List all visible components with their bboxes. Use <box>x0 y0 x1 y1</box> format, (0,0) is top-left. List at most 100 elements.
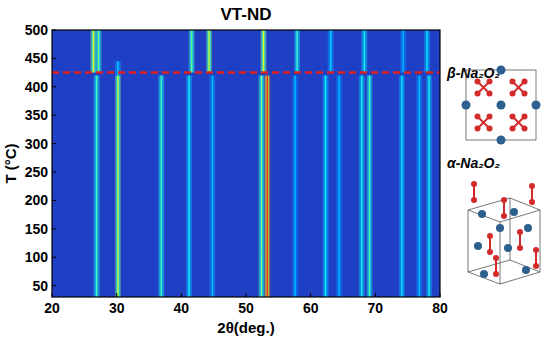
alpha-structure <box>468 181 540 284</box>
oxygen <box>522 114 528 120</box>
y-tick <box>52 86 56 87</box>
oxygen <box>475 79 481 85</box>
oxygen <box>533 263 539 269</box>
y-tick-label: 100 <box>25 249 49 265</box>
peak <box>327 30 334 73</box>
y-tick <box>52 228 56 229</box>
x-axis-title: 2θ(deg.) <box>217 319 274 336</box>
oxygen <box>510 91 516 97</box>
y-tick <box>52 257 56 258</box>
sodium <box>522 266 530 274</box>
sodium <box>497 66 506 75</box>
oxygen <box>529 199 535 205</box>
oxygen <box>487 79 493 85</box>
peak <box>398 75 405 297</box>
cell-edge <box>468 198 540 222</box>
x-tick-label: 80 <box>432 300 448 316</box>
peak <box>264 75 271 297</box>
oxygen <box>522 79 528 85</box>
phase-label: β-Na₂O₂ <box>446 65 500 81</box>
y-tick-label: 50 <box>32 278 48 294</box>
peak <box>425 75 432 297</box>
peak <box>358 75 365 297</box>
oxygen <box>487 114 493 120</box>
peak <box>336 75 343 297</box>
peak <box>209 75 216 297</box>
cell-edge <box>466 70 536 140</box>
peak <box>95 30 102 73</box>
x-tick-label: 30 <box>109 300 125 316</box>
x-tick <box>310 293 311 297</box>
sodium <box>496 224 504 232</box>
oxygen <box>475 91 481 97</box>
oxygen <box>510 79 516 85</box>
sodium <box>462 101 471 110</box>
oxygen <box>517 229 523 235</box>
x-tick <box>440 293 441 297</box>
sodium <box>474 242 482 250</box>
sodium <box>524 224 532 232</box>
phase-label: α-Na₂O₂ <box>447 155 500 171</box>
x-tick <box>52 293 53 297</box>
plot-frame <box>52 30 440 297</box>
sodium <box>497 136 506 145</box>
y-tick-label: 400 <box>25 79 49 95</box>
y-tick <box>52 58 56 59</box>
oxygen <box>522 91 528 97</box>
x-tick-label: 70 <box>368 300 384 316</box>
y-tick <box>52 143 56 144</box>
y-tick <box>52 285 56 286</box>
peak <box>292 75 299 297</box>
y-tick <box>52 30 56 31</box>
x-tick-label: 50 <box>238 300 254 316</box>
oxygen <box>487 91 493 97</box>
y-tick-label: 150 <box>25 221 49 237</box>
cell-edge <box>540 210 541 272</box>
title: VT-ND <box>221 5 272 24</box>
y-tick-label: 500 <box>25 22 49 38</box>
peak <box>93 75 100 297</box>
peak <box>158 75 165 297</box>
peak <box>294 30 301 73</box>
oxygen <box>529 183 535 189</box>
oxygen <box>522 126 528 132</box>
sodium <box>532 101 541 110</box>
oxygen <box>493 255 499 261</box>
y-tick <box>52 172 56 173</box>
oxygen <box>533 247 539 253</box>
x-tick <box>181 293 182 297</box>
oxygen <box>487 126 493 132</box>
oxygen <box>510 126 516 132</box>
peak <box>424 30 431 73</box>
y-tick-label: 200 <box>25 192 49 208</box>
cell-edge <box>468 260 540 284</box>
y-tick <box>52 200 56 201</box>
cell-edge <box>468 210 469 272</box>
y-tick <box>52 115 56 116</box>
peaks <box>90 30 433 297</box>
x-tick-label: 20 <box>44 300 60 316</box>
plot-background <box>52 30 440 297</box>
peak <box>188 30 195 73</box>
peak <box>361 30 368 73</box>
peak <box>322 75 329 297</box>
sodium <box>510 208 518 216</box>
x-tick-label: 40 <box>174 300 190 316</box>
oxygen <box>471 181 477 187</box>
sodium <box>504 244 512 252</box>
transition-line <box>52 71 440 74</box>
beta-structure <box>462 66 541 145</box>
oxygen <box>471 197 477 203</box>
x-tick-label: 60 <box>303 300 319 316</box>
x-tick <box>246 293 247 297</box>
sodium <box>497 101 506 110</box>
y-tick-label: 250 <box>25 164 49 180</box>
peak <box>260 30 267 73</box>
peak <box>400 30 407 73</box>
oxygen <box>475 126 481 132</box>
oxygen <box>517 245 523 251</box>
oxygen <box>487 249 493 255</box>
peak <box>186 75 193 297</box>
y-tick-label: 450 <box>25 50 49 66</box>
peak <box>206 30 213 73</box>
